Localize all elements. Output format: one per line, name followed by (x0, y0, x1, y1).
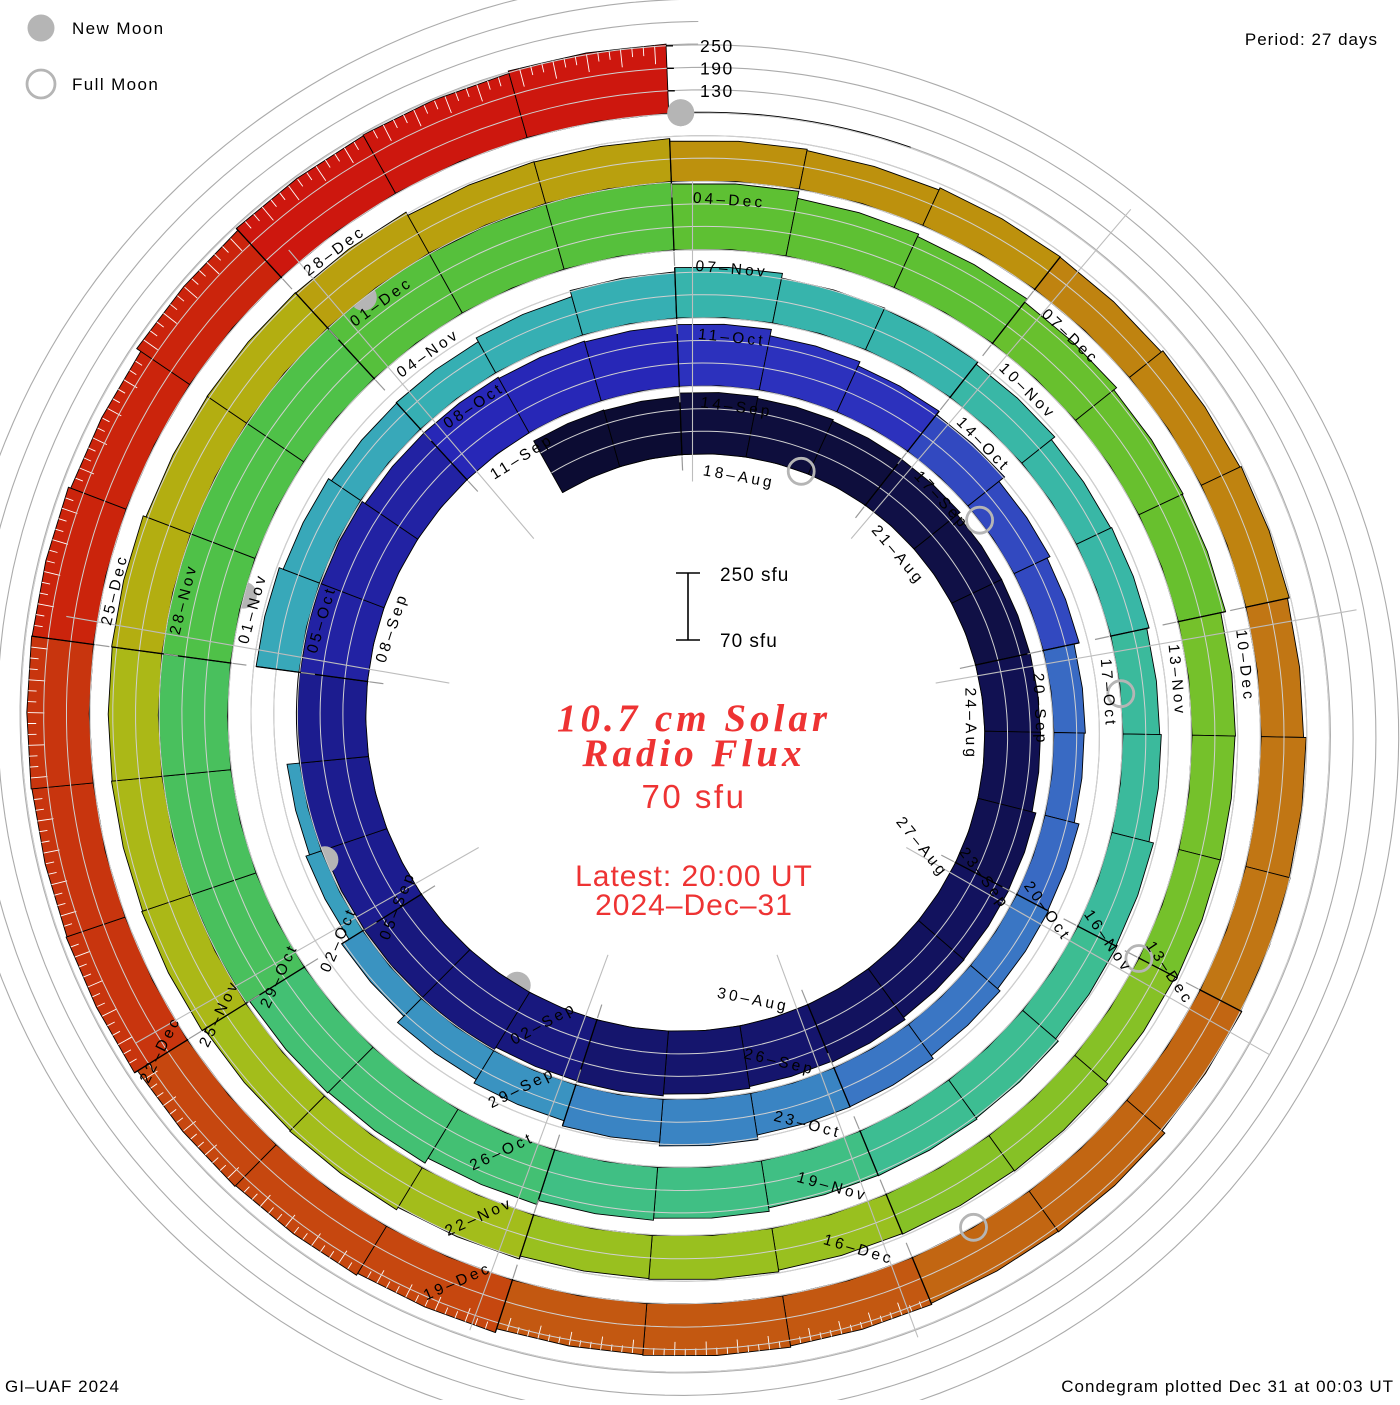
svg-text:GI–UAF 2024: GI–UAF 2024 (5, 1377, 120, 1396)
svg-text:20–Sep: 20–Sep (1029, 673, 1050, 746)
svg-text:130: 130 (700, 81, 734, 101)
svg-text:07–Nov: 07–Nov (695, 258, 769, 281)
svg-text:70 sfu: 70 sfu (720, 631, 778, 652)
svg-text:190: 190 (700, 58, 734, 78)
svg-text:New Moon: New Moon (72, 19, 164, 38)
svg-text:13–Nov: 13–Nov (1165, 643, 1189, 717)
svg-text:24–Aug: 24–Aug (961, 687, 979, 760)
svg-text:Period: 27 days: Period: 27 days (1245, 30, 1378, 49)
svg-text:04–Dec: 04–Dec (692, 190, 766, 212)
svg-text:10.7 cm Solar: 10.7 cm Solar (557, 697, 831, 740)
svg-text:70 sfu: 70 sfu (642, 778, 747, 815)
svg-text:Condegram plotted Dec 31 at 00: Condegram plotted Dec 31 at 00:03 UT (1061, 1377, 1394, 1396)
svg-text:Latest: 20:00 UT: Latest: 20:00 UT (575, 860, 813, 893)
svg-text:250 sfu: 250 sfu (720, 565, 789, 586)
svg-text:Radio Flux: Radio Flux (581, 732, 805, 775)
svg-text:11–Oct: 11–Oct (697, 326, 766, 350)
svg-text:250: 250 (700, 36, 734, 56)
svg-text:2024–Dec–31: 2024–Dec–31 (595, 889, 793, 922)
svg-text:Full Moon: Full Moon (72, 75, 159, 94)
svg-text:17–Oct: 17–Oct (1097, 658, 1119, 728)
